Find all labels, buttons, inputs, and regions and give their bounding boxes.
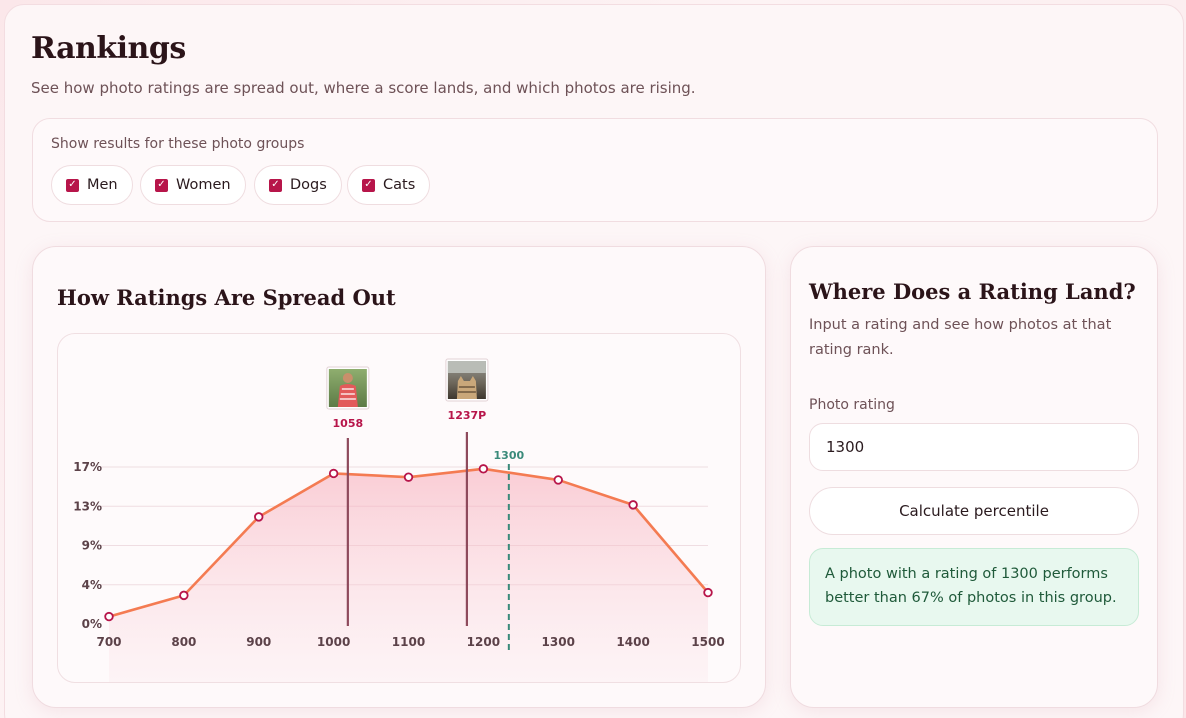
- calculate-percentile-button[interactable]: Calculate percentile: [809, 487, 1139, 535]
- x-tick-label: 1400: [616, 635, 649, 649]
- data-point: [328, 468, 339, 479]
- photo-marker-label: 1237P: [448, 409, 487, 422]
- distribution-card: How Ratings Are Spread Out: [32, 246, 766, 708]
- y-tick-label: 9%: [82, 539, 102, 553]
- page-title: Rankings: [31, 31, 186, 66]
- percentile-result: A photo with a rating of 1300 performs b…: [809, 548, 1139, 626]
- distribution-title: How Ratings Are Spread Out: [57, 285, 396, 310]
- y-tick-label: 13%: [73, 499, 102, 513]
- y-tick-label: 0%: [82, 617, 102, 631]
- x-tick-label: 1100: [392, 635, 425, 649]
- cat-stripes: [457, 386, 476, 393]
- checkbox-checked-icon[interactable]: ✓: [66, 178, 79, 192]
- data-point: [403, 472, 414, 482]
- filter-chip-dogs[interactable]: ✓ Dogs: [254, 165, 342, 205]
- x-tick-label: 1500: [691, 635, 724, 649]
- distribution-area: [109, 468, 708, 682]
- dress-pattern: [339, 388, 356, 400]
- filter-label-dogs: Dogs: [290, 177, 327, 193]
- x-tick-label: 1300: [542, 635, 575, 649]
- x-tick-label: 1200: [467, 635, 500, 649]
- checkbox-checked-icon[interactable]: ✓: [269, 178, 282, 192]
- checkbox-checked-icon[interactable]: ✓: [362, 178, 375, 192]
- filter-label-men: Men: [87, 177, 118, 193]
- checkbox-checked-icon[interactable]: ✓: [155, 178, 168, 192]
- x-tick-label: 900: [246, 635, 271, 649]
- filter-chip-cats[interactable]: ✓ Cats: [347, 165, 431, 205]
- woman-photo-thumbnail: [326, 366, 370, 410]
- filter-chip-women[interactable]: ✓ Women: [140, 165, 246, 205]
- x-tick-label: 1000: [317, 635, 350, 649]
- person-head: [342, 373, 353, 383]
- y-tick-label: 17%: [73, 460, 102, 474]
- data-point: [703, 587, 713, 598]
- person-dress: [337, 384, 358, 407]
- photo-rating-input[interactable]: 1300: [809, 423, 1139, 471]
- photo-group-filters: Show results for these photo groups ✓ Me…: [32, 118, 1158, 222]
- data-point: [254, 512, 264, 522]
- rating-land-title: Where Does a Rating Land?: [809, 279, 1136, 304]
- sky: [447, 361, 486, 373]
- data-point: [628, 500, 638, 510]
- photo-rating-label: Photo rating: [809, 397, 895, 413]
- filter-label-women: Women: [176, 177, 231, 193]
- rankings-page: Rankings See how photo ratings are sprea…: [4, 4, 1184, 718]
- data-point: [104, 611, 114, 622]
- rating-land-card: Where Does a Rating Land? Input a rating…: [790, 246, 1158, 708]
- y-tick-label: 4%: [82, 578, 102, 592]
- filter-chip-men[interactable]: ✓ Men: [51, 165, 133, 205]
- data-point: [478, 464, 489, 474]
- filters-label: Show results for these photo groups: [51, 136, 305, 152]
- cat-photo-thumbnail: [445, 358, 489, 402]
- x-tick-label: 700: [96, 635, 121, 649]
- page-subtitle: See how photo ratings are spread out, wh…: [31, 79, 696, 97]
- rating-land-description: Input a rating and see how photos at tha…: [809, 317, 1112, 358]
- x-tick-label: 800: [171, 635, 196, 649]
- photo-marker-label: 1058: [333, 417, 364, 430]
- data-point: [553, 475, 563, 485]
- data-point: [179, 590, 189, 601]
- distribution-chart-svg: 0% 4% 9% 13% 17% 700 800 900 1000 1100 1200 1300 140…: [73, 358, 725, 682]
- distribution-chart: 0% 4% 9% 13% 17% 700 800 900 1000 1100 1200 1300 140…: [57, 333, 741, 683]
- filter-label-cats: Cats: [383, 177, 416, 193]
- rating-marker-label: 1300: [494, 449, 525, 462]
